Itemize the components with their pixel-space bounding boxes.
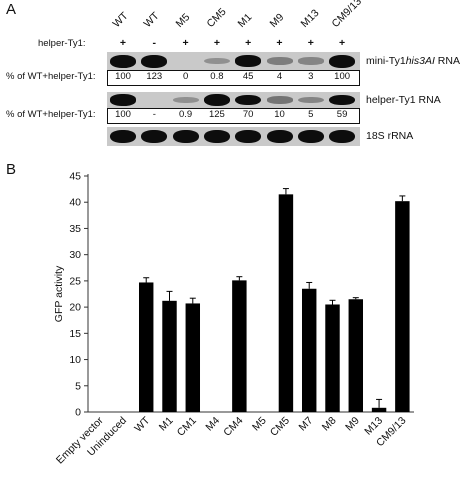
pct-value: 0 xyxy=(182,71,189,82)
blot-18s-label: 18S rRNA xyxy=(366,130,414,142)
pct-value: 125 xyxy=(208,109,225,120)
x-tick-label: CM5 xyxy=(268,415,292,439)
blot-band xyxy=(329,129,356,144)
blot-band xyxy=(266,57,293,65)
blot-band xyxy=(203,94,230,106)
helper-sign: + xyxy=(245,37,252,49)
bar xyxy=(301,288,317,412)
blot-band xyxy=(172,129,199,144)
x-tick-label: M8 xyxy=(320,415,339,434)
blot-helper-ty1 xyxy=(107,92,360,108)
blot-band xyxy=(110,54,136,68)
bar xyxy=(325,304,340,412)
pct-value: 45 xyxy=(242,71,254,82)
blot-band xyxy=(141,129,168,144)
bar xyxy=(232,280,247,412)
blot-band xyxy=(172,96,199,104)
y-tick-label: 20 xyxy=(69,302,81,314)
y-tick-label: 25 xyxy=(69,275,81,287)
blot-mini-ty1 xyxy=(107,52,360,70)
helper-sign: + xyxy=(339,37,346,49)
blot-band xyxy=(235,129,262,144)
pct-value: 70 xyxy=(242,109,254,120)
blot-band xyxy=(329,94,356,106)
pct-value: - xyxy=(152,109,156,120)
blot-mini-ty1-pct-box xyxy=(107,70,360,86)
y-tick-label: 40 xyxy=(69,197,81,209)
pct-value: 59 xyxy=(336,109,348,120)
blot-mini-ty1-pct-label: % of WT+helper-Ty1: xyxy=(6,71,96,82)
blot-band xyxy=(235,55,262,67)
pct-value: 0.8 xyxy=(210,71,224,82)
blot-mini-ty1-label: mini-Ty1his3AI RNA xyxy=(366,55,460,67)
blot-helper-ty1-pct-label: % of WT+helper-Ty1: xyxy=(6,109,96,120)
pct-value: 123 xyxy=(146,71,163,82)
y-tick-label: 15 xyxy=(69,328,81,340)
pct-value: 5 xyxy=(308,109,314,120)
x-tick-label: M9 xyxy=(343,415,362,434)
x-tick-label: CM1 xyxy=(175,415,199,439)
blot-band xyxy=(203,57,230,65)
helper-sign: + xyxy=(276,37,283,49)
bar xyxy=(278,194,294,412)
blot-band xyxy=(266,129,293,144)
blot-band xyxy=(203,129,230,144)
helper-row-label: helper-Ty1: xyxy=(38,38,86,49)
bar xyxy=(348,299,364,412)
blot-band xyxy=(110,129,136,144)
pct-value: 100 xyxy=(115,109,131,120)
blot-band xyxy=(297,129,324,144)
y-tick-label: 5 xyxy=(75,380,81,392)
y-tick-label: 35 xyxy=(69,223,81,235)
blot-band xyxy=(110,94,136,106)
y-tick-label: 45 xyxy=(69,171,81,183)
panel-a-letter: A xyxy=(6,1,17,18)
x-tick-label: M4 xyxy=(203,415,222,434)
blot-helper-ty1-pct-box xyxy=(107,108,360,124)
x-tick-label: M5 xyxy=(250,415,269,434)
helper-sign: - xyxy=(152,37,157,49)
pct-value: 100 xyxy=(115,71,131,82)
x-tick-label: CM4 xyxy=(221,415,245,439)
y-tick-label: 10 xyxy=(69,354,81,366)
bar xyxy=(138,282,154,412)
bar xyxy=(162,300,177,412)
x-tick-label: M1 xyxy=(157,415,176,434)
pct-value: 3 xyxy=(308,71,314,82)
helper-sign: + xyxy=(213,37,220,49)
bar xyxy=(185,303,201,412)
blot-18s xyxy=(107,127,360,146)
blot-band xyxy=(235,94,262,106)
pct-value: 4 xyxy=(276,71,283,82)
helper-sign: + xyxy=(119,37,127,49)
y-tick-label: 30 xyxy=(69,249,81,261)
pct-value: 0.9 xyxy=(178,109,193,120)
bar xyxy=(371,407,387,412)
pct-value: 100 xyxy=(334,71,351,82)
y-axis-label: GFP activity xyxy=(53,265,65,322)
y-tick-label: 0 xyxy=(75,407,81,419)
blot-band xyxy=(297,96,324,104)
bar xyxy=(395,201,410,412)
helper-sign: + xyxy=(182,37,189,49)
blot-helper-ty1-label: helper-Ty1 RNA xyxy=(366,94,441,106)
panel-b-letter: B xyxy=(6,161,17,178)
blot-band xyxy=(329,54,356,68)
pct-value: 10 xyxy=(274,109,285,120)
blot-band xyxy=(266,96,293,104)
x-tick-label: WT xyxy=(132,414,152,434)
blot-band xyxy=(297,57,324,65)
x-tick-label: M7 xyxy=(297,415,316,434)
blot-band xyxy=(141,54,168,68)
helper-sign: + xyxy=(307,37,314,49)
